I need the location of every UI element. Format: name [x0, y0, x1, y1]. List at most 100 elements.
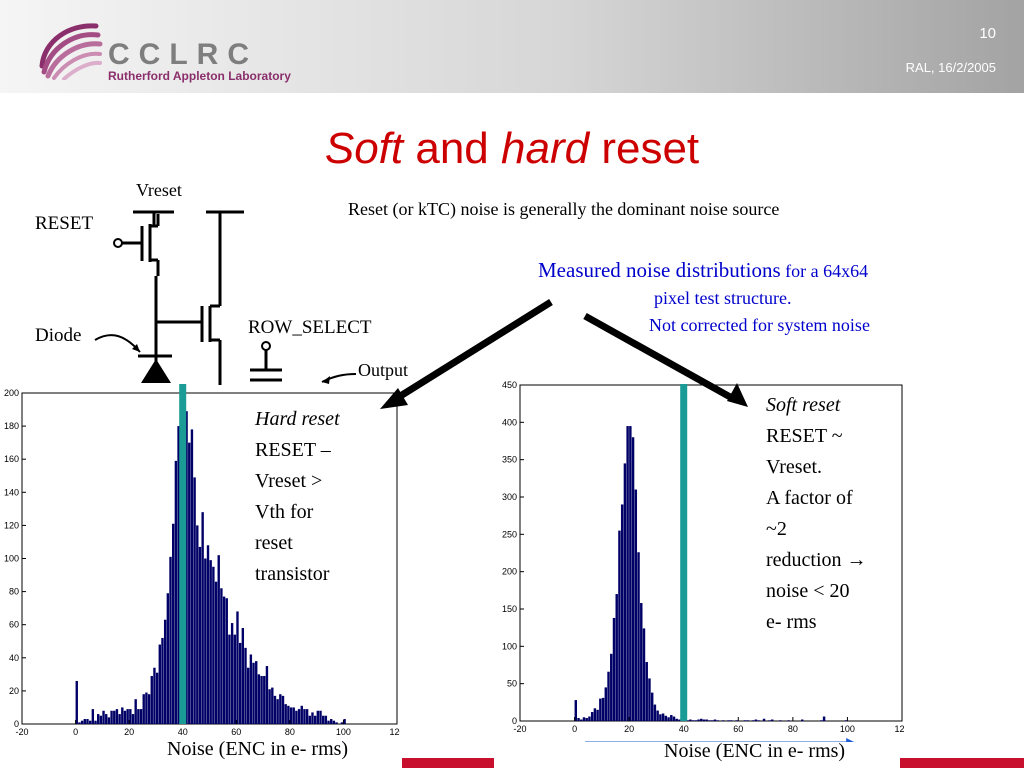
soft-bar: [757, 720, 760, 721]
soft-bar: [618, 530, 621, 721]
org-name: Rutherford Appleton Laboratory: [108, 69, 291, 83]
hard-bar: [126, 709, 129, 724]
soft-bar: [844, 720, 848, 721]
hard-bar: [94, 720, 97, 724]
hard-y-tick-label: 160: [4, 454, 19, 464]
label-vreset: Vreset: [136, 180, 182, 200]
hard-bar: [110, 710, 113, 724]
hard-bar: [188, 442, 191, 724]
hard-bar: [305, 709, 309, 724]
hard-bar: [172, 523, 175, 724]
hard-caption-line2: RESET –: [255, 439, 331, 461]
soft-bar: [694, 720, 698, 721]
hard-x-tick-label: 80: [285, 727, 295, 737]
hard-y-tick-label: 180: [4, 421, 19, 431]
title-hard: hard: [501, 124, 590, 173]
soft-bar: [822, 716, 826, 721]
soft-y-tick-label: 300: [502, 492, 517, 502]
soft-bar: [691, 720, 695, 721]
hard-bar: [214, 581, 218, 724]
hard-bar: [177, 426, 180, 724]
soft-bar: [697, 719, 700, 721]
hard-x-tick-label: 20: [124, 727, 134, 737]
soft-bar: [599, 698, 602, 721]
hard-x-tick-label: 60: [231, 727, 241, 737]
soft-reset-histogram: -200204060801001200501001502002503003504…: [502, 380, 904, 742]
hard-bar: [297, 709, 301, 724]
hard-bar: [279, 694, 282, 724]
soft-bar: [672, 716, 676, 721]
soft-caption-line4: A factor of: [766, 487, 853, 509]
hard-bar: [324, 715, 328, 724]
title-and: and: [403, 124, 502, 173]
label-output: Output: [358, 360, 409, 380]
hard-bar: [308, 715, 311, 724]
hard-bar: [204, 558, 207, 724]
soft-bar: [708, 720, 711, 721]
hard-bar: [115, 709, 119, 724]
hard-bar: [91, 709, 95, 724]
soft-x-tick-label: 80: [788, 724, 798, 734]
page-number: 10: [979, 25, 996, 42]
hard-bar: [137, 709, 140, 724]
hard-bar: [230, 623, 234, 724]
hard-bar: [292, 707, 295, 724]
hard-caption-line3: Vreset >: [255, 470, 323, 492]
soft-bar: [762, 718, 766, 721]
hard-bar: [244, 647, 247, 724]
pointer-arrows: [380, 299, 748, 409]
hard-bar: [327, 720, 330, 724]
soft-bar: [716, 720, 719, 721]
hard-bar: [295, 710, 298, 724]
hard-x-tick-label: 100: [336, 727, 351, 737]
soft-bar: [664, 715, 668, 721]
soft-bar: [746, 720, 749, 721]
hard-caption-line1: Hard reset: [255, 408, 340, 430]
soft-bar: [754, 719, 758, 721]
corner-accent-right: [900, 758, 1024, 768]
soft-bar: [612, 617, 616, 721]
hard-bar: [118, 714, 121, 724]
soft-bar: [582, 717, 586, 721]
title-soft: Soft: [324, 124, 404, 173]
soft-bar: [678, 719, 681, 721]
hard-bar: [236, 611, 239, 724]
title-reset: reset: [589, 124, 700, 173]
hard-y-tick-label: 60: [9, 620, 19, 630]
hard-bar: [209, 560, 212, 724]
hard-bar: [97, 714, 100, 724]
hard-bar: [255, 661, 258, 724]
hard-bar: [332, 720, 336, 724]
soft-bar: [601, 697, 605, 721]
soft-bar: [607, 671, 610, 721]
hard-bar: [319, 710, 322, 724]
hard-bar: [78, 722, 81, 724]
soft-x-tick-label: 40: [679, 724, 689, 734]
cclrc-sphere-logo-icon: [39, 23, 103, 80]
soft-bar: [751, 720, 755, 721]
hard-bar: [105, 714, 108, 724]
soft-bar: [634, 489, 638, 721]
soft-x-tick-label: 100: [840, 724, 855, 734]
soft-x-tick-label: 0: [572, 724, 577, 734]
hard-bar: [163, 619, 167, 724]
hard-bar: [201, 512, 204, 724]
hard-bar: [263, 676, 266, 724]
hard-bar: [113, 710, 116, 724]
soft-y-tick-label: 0: [512, 716, 517, 726]
org-abbrev: CCLRC: [108, 38, 258, 71]
hard-bar: [300, 705, 303, 724]
soft-bar: [768, 720, 771, 721]
soft-x-tick-label: 120: [894, 724, 904, 734]
hard-bar: [220, 588, 223, 724]
hard-bar: [150, 676, 153, 724]
hard-bar: [303, 709, 306, 724]
hard-bar: [287, 705, 290, 724]
soft-bar: [653, 704, 657, 721]
hard-x-tick-label: 120: [389, 727, 400, 737]
hard-bar: [340, 722, 344, 724]
soft-bar: [642, 628, 646, 721]
soft-y-tick-label: 100: [502, 641, 517, 651]
hard-y-tick-label: 80: [9, 587, 19, 597]
hard-bar: [155, 672, 159, 724]
